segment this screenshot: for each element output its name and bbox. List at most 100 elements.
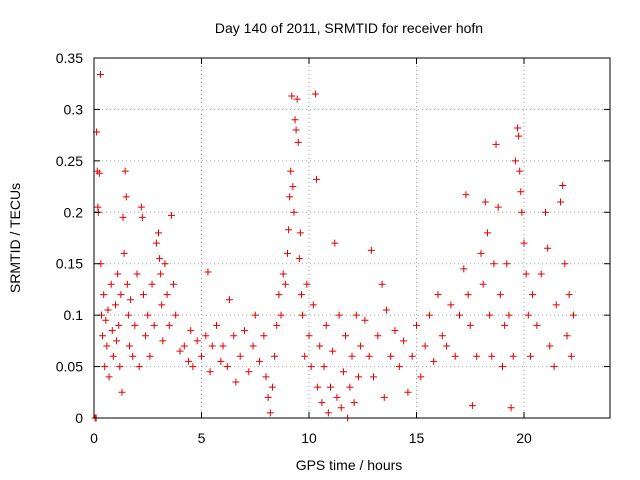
- data-point: [460, 265, 468, 273]
- data-point: [293, 95, 301, 103]
- data-point: [271, 352, 279, 360]
- data-point: [563, 332, 571, 340]
- data-point: [533, 321, 541, 329]
- data-point: [117, 291, 125, 299]
- data-point: [443, 342, 451, 350]
- data-point: [225, 296, 233, 304]
- data-point: [107, 280, 115, 288]
- data-point: [189, 363, 197, 371]
- data-point: [374, 332, 382, 340]
- data-point: [505, 311, 513, 319]
- data-point: [517, 188, 525, 196]
- data-point: [335, 311, 343, 319]
- x-tick-label: 0: [90, 430, 98, 446]
- data-point: [187, 327, 195, 335]
- data-point: [546, 342, 554, 350]
- data-point: [116, 363, 124, 371]
- data-point: [481, 198, 489, 206]
- data-point: [133, 270, 141, 278]
- data-point: [101, 363, 109, 371]
- y-tick-label: 0.35: [56, 50, 83, 66]
- data-point: [241, 327, 248, 335]
- y-tick-label: 0.05: [56, 359, 83, 375]
- data-point: [408, 352, 416, 360]
- data-point: [447, 301, 455, 309]
- data-point: [288, 92, 296, 100]
- data-point: [172, 311, 180, 319]
- data-point: [96, 70, 104, 78]
- data-point: [109, 352, 117, 360]
- data-point: [544, 244, 552, 252]
- data-point: [115, 321, 123, 329]
- data-point: [104, 306, 112, 314]
- data-point: [285, 226, 293, 234]
- y-tick-label: 0.2: [64, 204, 84, 220]
- data-point: [477, 249, 485, 257]
- data-point: [286, 193, 294, 201]
- data-point: [342, 332, 350, 340]
- data-point: [219, 342, 227, 350]
- data-point: [354, 373, 362, 381]
- data-point: [365, 352, 373, 360]
- data-point: [333, 393, 341, 401]
- data-point: [350, 399, 358, 407]
- data-point: [550, 363, 558, 371]
- data-point: [557, 198, 565, 206]
- data-point: [102, 316, 110, 324]
- data-point: [479, 280, 487, 288]
- data-point: [217, 357, 225, 365]
- data-point: [324, 409, 332, 417]
- x-tick-label: 5: [198, 430, 206, 446]
- data-point: [245, 368, 253, 376]
- data-point: [193, 337, 201, 345]
- data-point: [569, 311, 577, 319]
- data-points: [91, 70, 577, 422]
- data-point: [124, 311, 132, 319]
- data-point: [507, 404, 515, 412]
- data-point: [518, 208, 526, 216]
- data-point: [316, 342, 324, 350]
- data-point: [249, 342, 257, 350]
- data-point: [348, 352, 356, 360]
- data-point: [206, 368, 214, 376]
- data-point: [290, 208, 298, 216]
- data-point: [275, 291, 283, 299]
- data-point: [112, 301, 119, 309]
- data-point: [251, 311, 259, 319]
- data-point: [213, 321, 221, 329]
- data-point: [103, 342, 111, 350]
- data-point: [339, 368, 347, 376]
- data-point: [468, 402, 476, 410]
- data-point: [165, 321, 173, 329]
- data-point: [180, 342, 188, 350]
- data-point: [292, 126, 300, 134]
- data-point: [430, 357, 438, 365]
- data-point: [223, 363, 231, 371]
- data-point: [281, 280, 289, 288]
- data-point: [295, 255, 303, 263]
- data-point: [277, 311, 285, 319]
- data-point: [291, 116, 299, 124]
- data-point: [313, 175, 321, 183]
- data-point: [138, 213, 146, 221]
- data-point: [565, 291, 573, 299]
- data-point: [307, 363, 315, 371]
- data-point: [522, 270, 530, 278]
- data-point: [520, 239, 528, 247]
- data-point: [516, 167, 524, 175]
- data-point: [198, 352, 205, 360]
- data-point: [123, 280, 131, 288]
- data-point: [119, 213, 127, 221]
- data-point: [108, 327, 116, 335]
- data-point: [567, 352, 575, 360]
- data-point: [526, 352, 534, 360]
- data-point: [289, 183, 297, 191]
- data-point: [135, 363, 143, 371]
- data-point: [311, 90, 319, 98]
- data-point: [146, 352, 154, 360]
- data-point: [352, 311, 360, 319]
- data-point: [159, 337, 167, 345]
- data-point: [131, 321, 139, 329]
